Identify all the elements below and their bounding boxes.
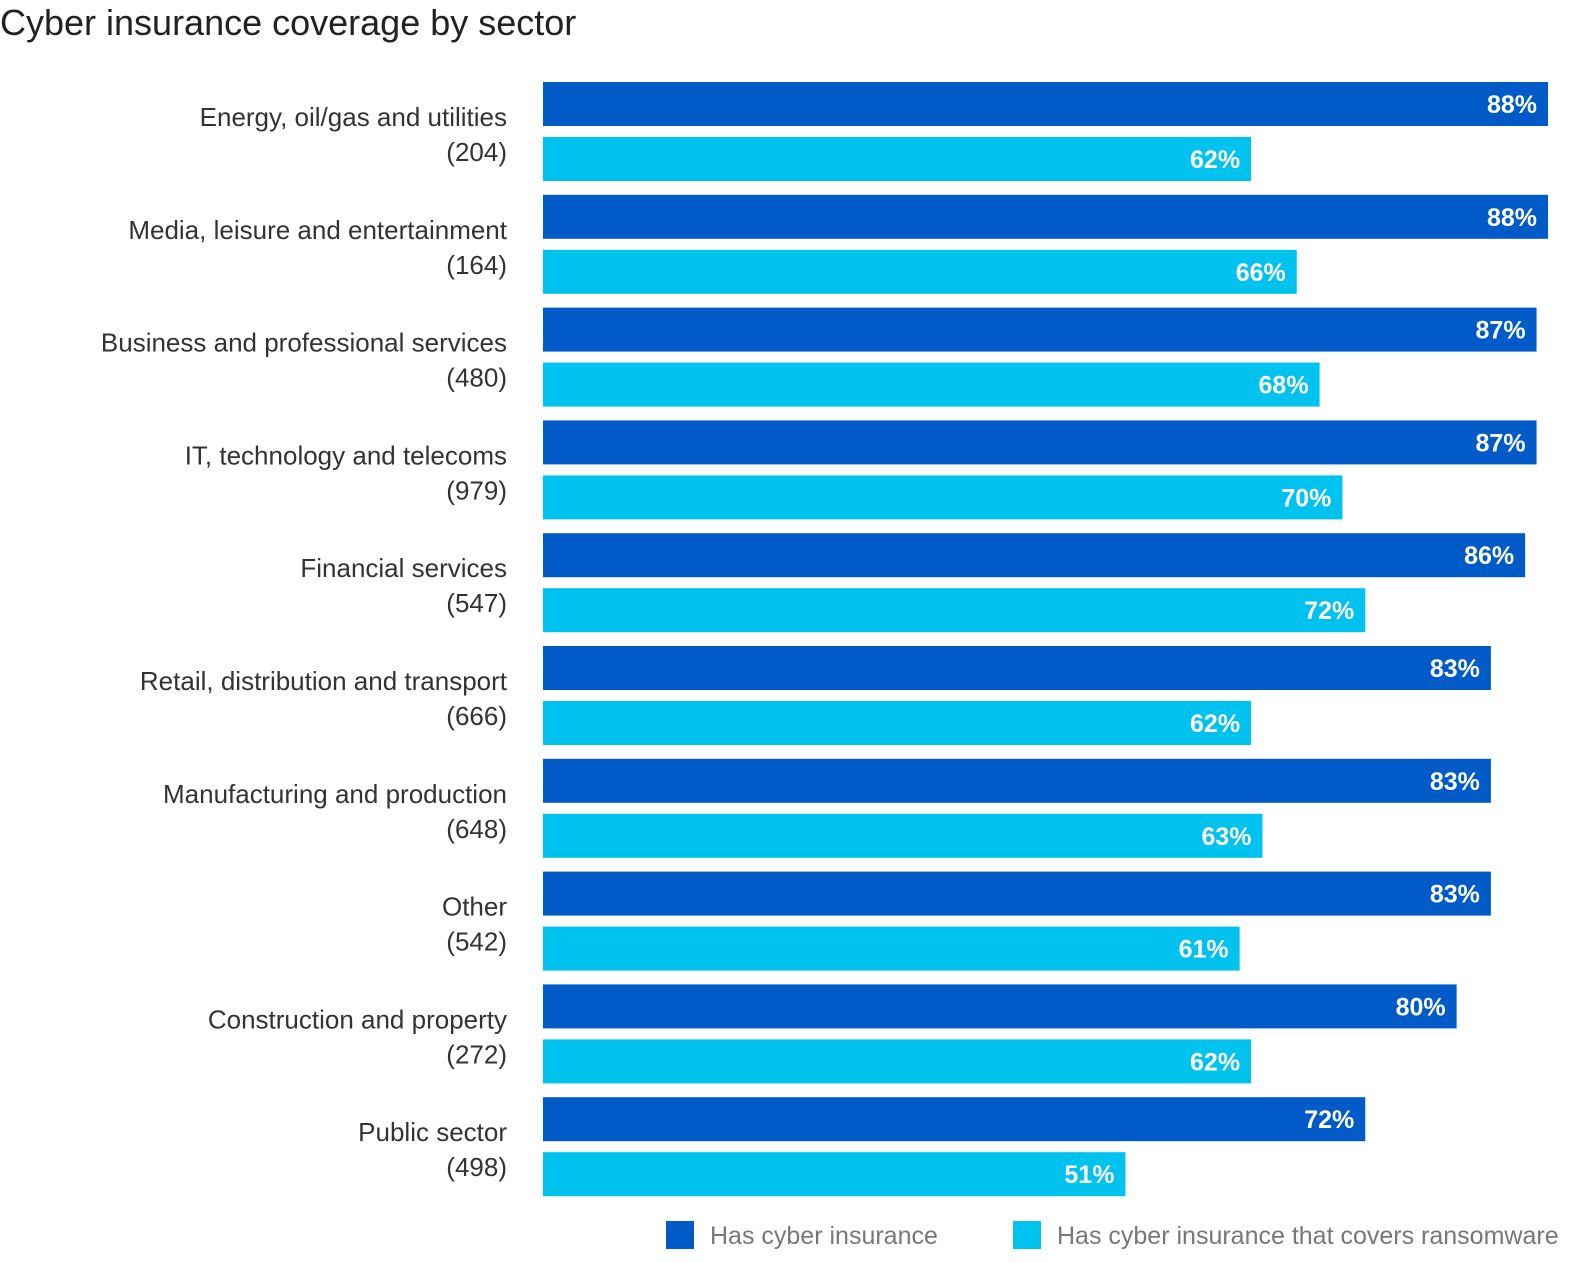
bar-has-insurance bbox=[543, 420, 1537, 465]
bar-has-insurance bbox=[543, 758, 1491, 803]
category-count: (979) bbox=[446, 475, 507, 505]
bar-covers-ransomware bbox=[543, 475, 1343, 520]
bar-covers-ransomware bbox=[543, 813, 1263, 858]
bar-covers-ransomware bbox=[543, 1152, 1126, 1197]
bar-has-insurance bbox=[543, 871, 1491, 916]
data-label: 83% bbox=[1430, 881, 1480, 909]
category-count: (666) bbox=[446, 701, 507, 731]
bar-covers-ransomware bbox=[543, 588, 1366, 633]
category-label: Business and professional services bbox=[101, 328, 507, 358]
category-count: (542) bbox=[446, 927, 507, 957]
category-count: (498) bbox=[446, 1152, 507, 1182]
data-label: 61% bbox=[1179, 936, 1229, 964]
data-label: 80% bbox=[1396, 993, 1446, 1021]
data-label: 68% bbox=[1259, 372, 1309, 400]
data-label: 87% bbox=[1476, 429, 1526, 457]
bar-has-insurance bbox=[543, 984, 1457, 1029]
data-label: 72% bbox=[1304, 597, 1354, 625]
data-label: 70% bbox=[1281, 484, 1331, 512]
data-label: 83% bbox=[1430, 768, 1480, 796]
data-label: 87% bbox=[1476, 317, 1526, 345]
bar-has-insurance bbox=[543, 194, 1548, 239]
bar-has-insurance bbox=[543, 646, 1491, 690]
bar-covers-ransomware bbox=[543, 249, 1297, 294]
data-label: 72% bbox=[1304, 1106, 1354, 1134]
data-label: 88% bbox=[1487, 91, 1537, 119]
bar-has-insurance bbox=[543, 1097, 1366, 1142]
legend-swatch bbox=[1013, 1221, 1041, 1249]
category-label: Manufacturing and production bbox=[163, 779, 507, 809]
legend: Has cyber insurance Has cyber insurance t… bbox=[666, 1221, 1559, 1250]
bar-covers-ransomware bbox=[543, 362, 1320, 407]
category-label: IT, technology and telecoms bbox=[185, 440, 507, 470]
category-count: (648) bbox=[446, 814, 507, 844]
bar-covers-ransomware bbox=[543, 1039, 1252, 1084]
data-label: 66% bbox=[1236, 259, 1286, 287]
bar-covers-ransomware bbox=[543, 926, 1240, 971]
bar-has-insurance bbox=[543, 82, 1548, 126]
data-label: 62% bbox=[1190, 710, 1240, 738]
bar-covers-ransomware bbox=[543, 137, 1252, 181]
category-label: Construction and property bbox=[208, 1004, 507, 1034]
legend-swatch bbox=[666, 1221, 694, 1249]
bar-covers-ransomware bbox=[543, 701, 1252, 745]
chart-title: Cyber insurance coverage by sector bbox=[0, 2, 576, 43]
legend-label: Has cyber insurance that covers ransomwa… bbox=[1057, 1222, 1559, 1250]
category-count: (547) bbox=[446, 588, 507, 618]
data-label: 51% bbox=[1064, 1161, 1114, 1189]
bar-has-insurance bbox=[543, 533, 1526, 578]
data-label: 86% bbox=[1464, 542, 1514, 570]
data-label: 62% bbox=[1190, 1048, 1240, 1076]
data-label: 88% bbox=[1487, 204, 1537, 232]
data-label: 63% bbox=[1201, 823, 1251, 851]
legend-label: Has cyber insurance bbox=[710, 1222, 938, 1250]
category-label: Other bbox=[442, 892, 507, 922]
category-count: (480) bbox=[446, 363, 507, 393]
bar-has-insurance bbox=[543, 307, 1537, 352]
data-label: 83% bbox=[1430, 655, 1480, 683]
category-label: Media, leisure and entertainment bbox=[128, 215, 507, 245]
category-label: Public sector bbox=[358, 1117, 507, 1147]
category-label: Retail, distribution and transport bbox=[140, 666, 508, 696]
data-label: 62% bbox=[1190, 146, 1240, 174]
category-count: (204) bbox=[446, 137, 507, 167]
category-label: Energy, oil/gas and utilities bbox=[200, 102, 507, 132]
category-count: (272) bbox=[446, 1039, 507, 1069]
category-label: Financial services bbox=[300, 553, 507, 583]
category-count: (164) bbox=[446, 250, 507, 280]
